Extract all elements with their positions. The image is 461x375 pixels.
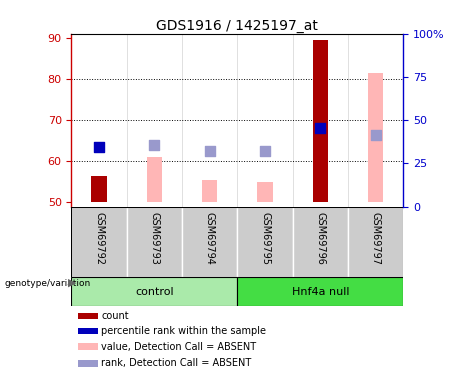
Bar [78,328,98,334]
Text: control: control [135,286,174,297]
Bar [71,207,127,277]
Bar [71,277,237,306]
Point [372,132,379,138]
Point [95,144,103,150]
Text: count: count [101,311,129,321]
Bar [78,360,98,367]
Text: GSM69797: GSM69797 [371,212,381,265]
Text: ▶: ▶ [68,278,77,288]
Text: GSM69792: GSM69792 [94,212,104,265]
Bar [313,40,328,203]
Bar [78,313,98,320]
Text: value, Detection Call = ABSENT: value, Detection Call = ABSENT [101,342,256,352]
Text: GSM69793: GSM69793 [149,212,160,265]
Text: GSM69795: GSM69795 [260,212,270,265]
Bar [293,207,348,277]
Point [151,142,158,148]
Point [317,125,324,131]
Bar [127,207,182,277]
Text: percentile rank within the sample: percentile rank within the sample [101,326,266,336]
Bar [237,277,403,306]
Bar [202,180,218,203]
Title: GDS1916 / 1425197_at: GDS1916 / 1425197_at [156,19,319,33]
Text: rank, Detection Call = ABSENT: rank, Detection Call = ABSENT [101,358,252,369]
Text: genotype/variation: genotype/variation [5,279,91,288]
Text: GSM69794: GSM69794 [205,212,215,265]
Bar [257,182,273,203]
Point [261,148,269,154]
Bar [182,207,237,277]
Bar [78,344,98,350]
Bar [91,176,107,203]
Text: Hnf4a null: Hnf4a null [292,286,349,297]
Point [206,148,213,154]
Bar [368,73,384,202]
Text: GSM69796: GSM69796 [315,212,325,265]
Bar [147,157,162,203]
Bar [237,207,293,277]
Bar [348,207,403,277]
